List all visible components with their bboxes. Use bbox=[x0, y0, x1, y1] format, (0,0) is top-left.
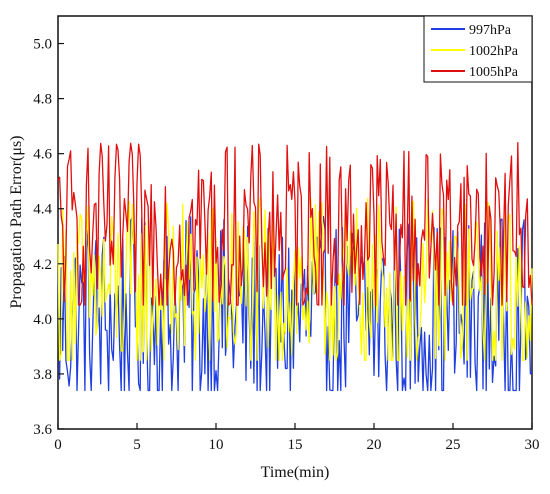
x-tick-label: 30 bbox=[525, 437, 540, 453]
series-line-1005hpa bbox=[57, 142, 533, 306]
legend-label-1002hpa: 1002hPa bbox=[469, 44, 519, 59]
x-tick-label: 5 bbox=[133, 437, 141, 453]
y-axis-label: Propagation Path Error(μs) bbox=[8, 136, 25, 309]
x-tick-label: 15 bbox=[288, 437, 303, 453]
y-tick-label: 4.2 bbox=[33, 257, 52, 273]
legend: 997hPa 1002hPa 1005hPa bbox=[423, 15, 533, 83]
legend-label-997hpa: 997hPa bbox=[469, 23, 512, 38]
y-tick-label: 4.8 bbox=[33, 92, 52, 108]
y-tick-label: 3.6 bbox=[33, 422, 52, 438]
x-tick-label: 0 bbox=[54, 437, 62, 453]
y-tick-label: 4.6 bbox=[33, 147, 52, 163]
x-tick-label: 10 bbox=[209, 437, 224, 453]
y-tick-label: 5.0 bbox=[33, 37, 52, 53]
y-tick-label: 4.4 bbox=[33, 202, 52, 218]
y-tick-label: 3.8 bbox=[33, 367, 52, 383]
legend-label-1005hpa: 1005hPa bbox=[469, 65, 519, 80]
x-tick-label: 20 bbox=[367, 437, 382, 453]
y-axis: 3.6 3.8 4.0 4.2 4.4 4.6 4.8 5.0 bbox=[33, 37, 64, 438]
series-layer bbox=[57, 142, 533, 392]
y-tick-label: 4.0 bbox=[33, 312, 52, 328]
x-axis-label: Time(min) bbox=[261, 464, 330, 481]
x-axis: 0 5 10 15 20 25 30 bbox=[54, 423, 540, 453]
x-tick-label: 25 bbox=[446, 437, 461, 453]
